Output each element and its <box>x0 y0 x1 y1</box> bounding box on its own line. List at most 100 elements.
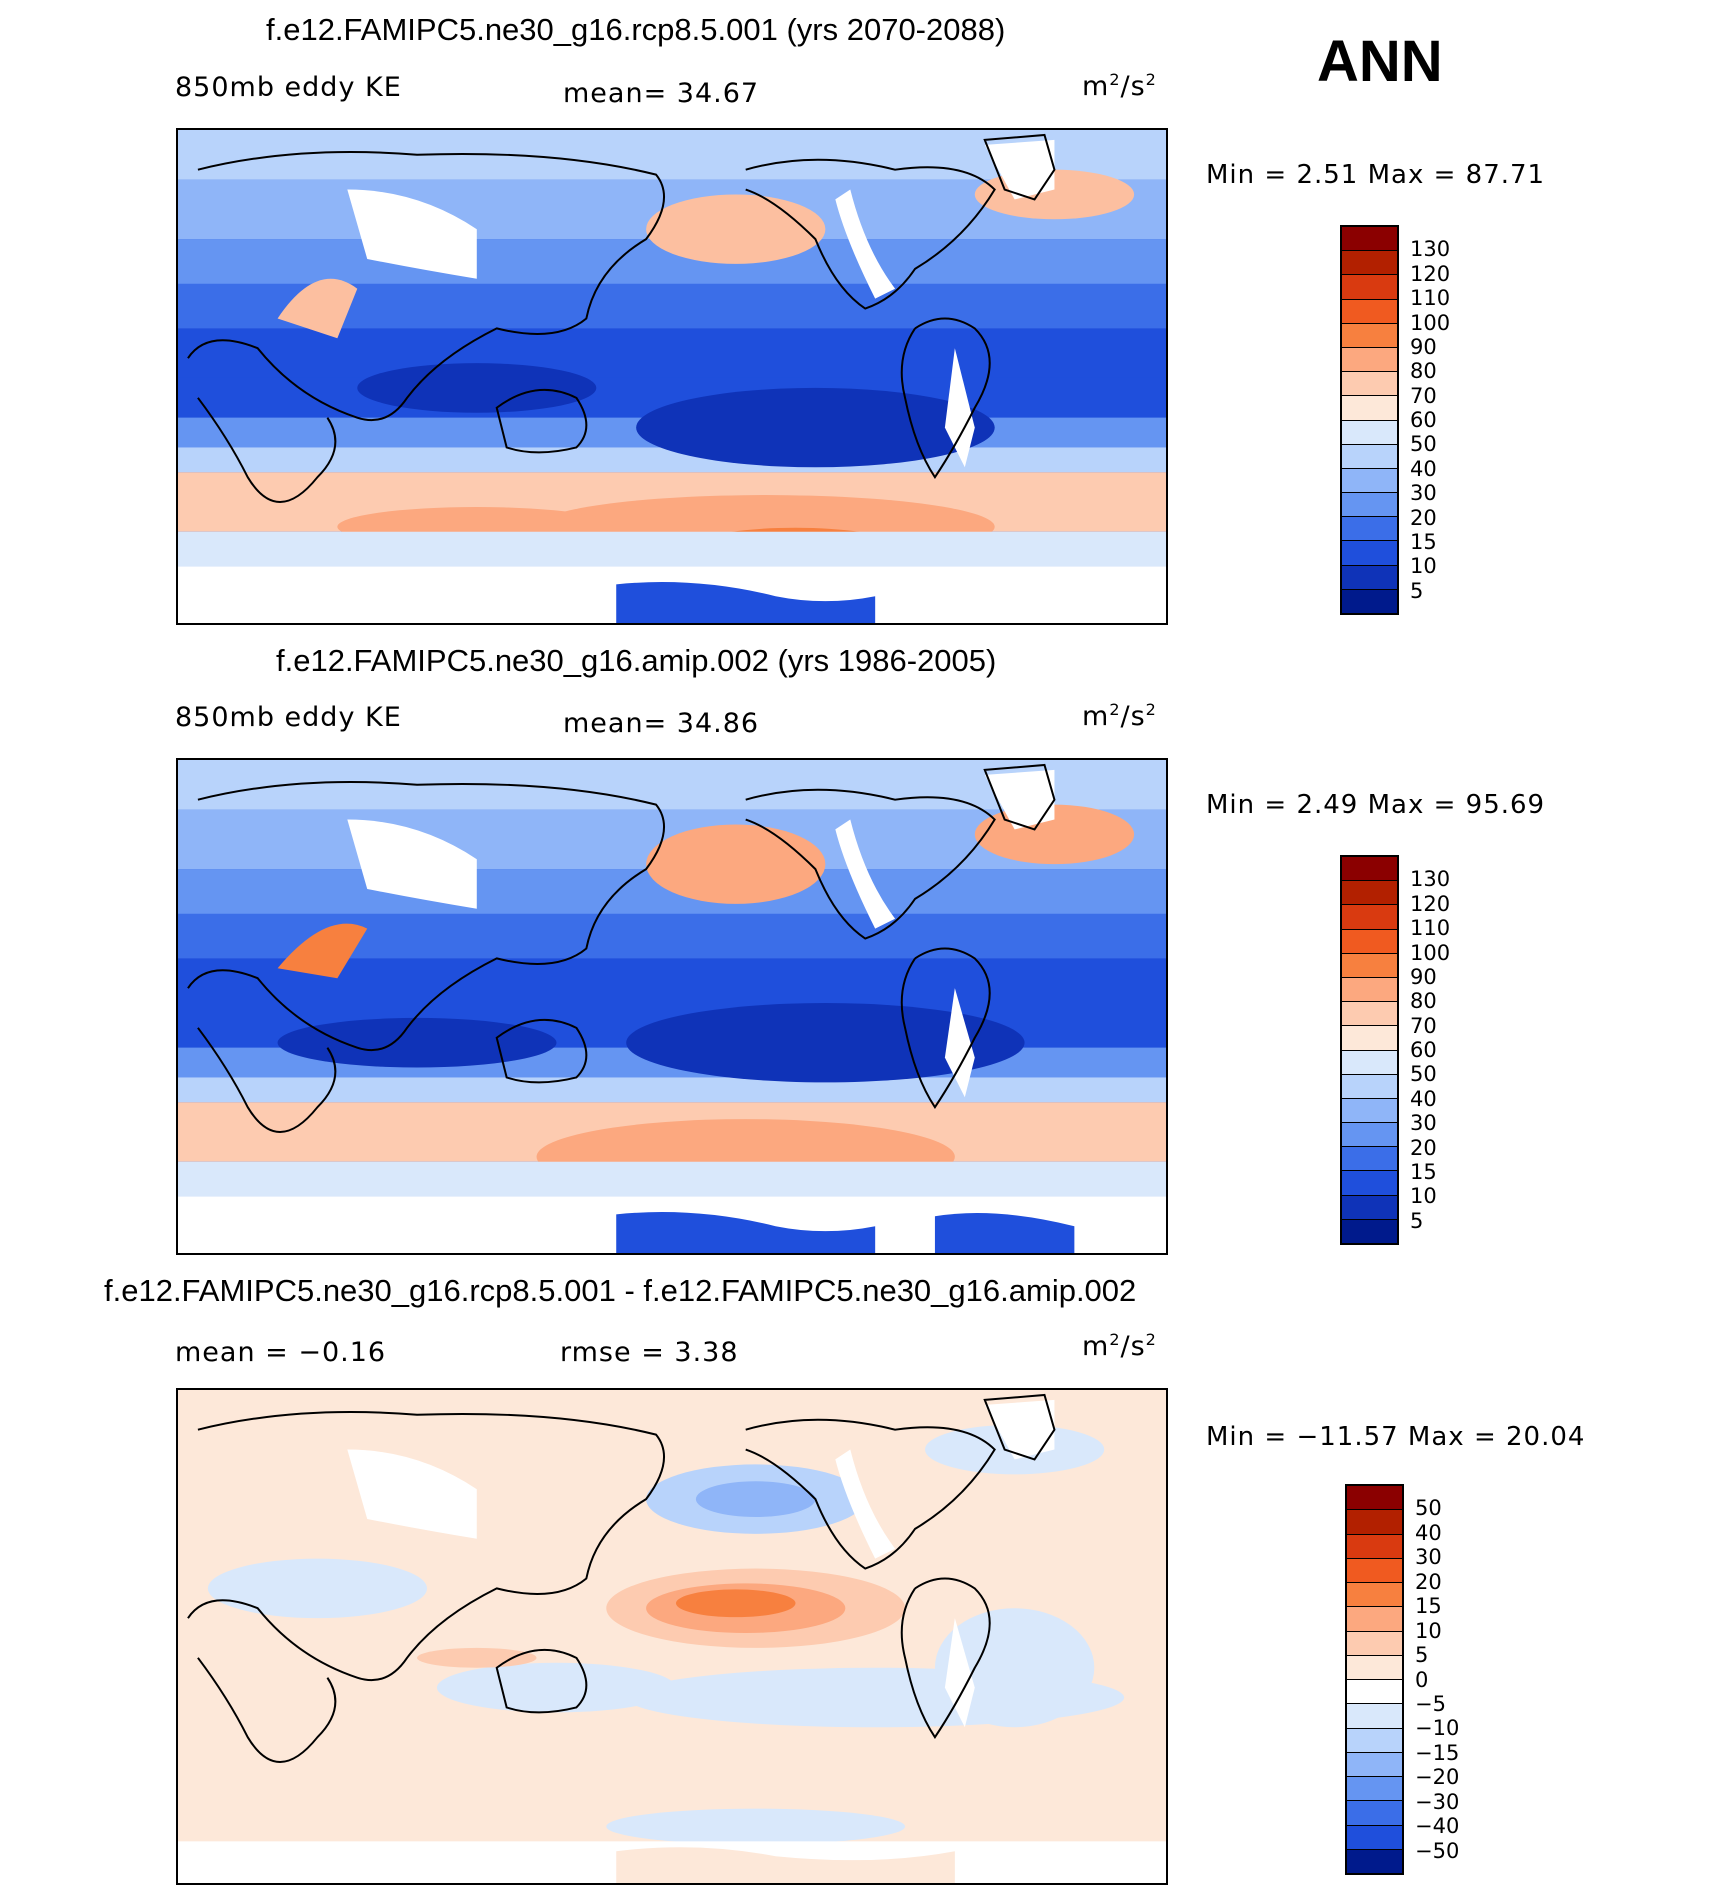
panel-1-title: f.e12.FAMIPC5.ne30_g16.rcp8.5.001 (yrs 2… <box>266 12 1006 47</box>
panel-1-minmax: Min = 2.51 Max = 87.71 <box>1206 160 1546 190</box>
colorbar-tick-label: −40 <box>1415 1814 1460 1839</box>
panel-3-colorbar <box>1345 1484 1404 1875</box>
colorbar-tick-label: 20 <box>1415 1569 1442 1594</box>
panel-3-units: m2/s2 <box>1082 1330 1157 1362</box>
panel-3-mean: mean = −0.16 <box>175 1337 387 1368</box>
panel-2-map <box>176 758 1168 1255</box>
panel-2-contour-map <box>178 760 1166 1253</box>
colorbar-box <box>1347 1486 1402 1511</box>
colorbar-tick-label: 30 <box>1410 1111 1437 1136</box>
colorbar-tick-label: 90 <box>1410 964 1437 989</box>
colorbar-box <box>1347 1510 1402 1535</box>
colorbar-box <box>1342 1123 1397 1148</box>
panel-1-mean: mean= 34.67 <box>563 78 760 109</box>
colorbar-tick-label: 60 <box>1410 408 1437 432</box>
colorbar-box <box>1347 1607 1402 1632</box>
panel-3-minmax: Min = −11.57 Max = 20.04 <box>1206 1422 1586 1452</box>
colorbar-box <box>1342 299 1397 324</box>
colorbar-tick-label: −15 <box>1415 1740 1460 1765</box>
colorbar-tick-label: 80 <box>1410 359 1437 384</box>
colorbar-box <box>1342 227 1397 252</box>
colorbar-tick-label: 70 <box>1410 383 1437 408</box>
colorbar-tick-label: −30 <box>1415 1789 1460 1814</box>
colorbar-tick-label: 10 <box>1410 554 1437 579</box>
colorbar-box <box>1342 372 1397 397</box>
colorbar-box <box>1347 1777 1402 1802</box>
colorbar-tick-label: 15 <box>1415 1594 1442 1619</box>
panel-2-units: m2/s2 <box>1082 700 1157 732</box>
colorbar-box <box>1342 1171 1397 1196</box>
colorbar-box <box>1342 1050 1397 1075</box>
colorbar-box <box>1342 347 1397 373</box>
colorbar-box <box>1342 444 1397 469</box>
colorbar-box <box>1342 953 1397 978</box>
colorbar-box <box>1347 1631 1402 1656</box>
colorbar-box <box>1342 1098 1397 1124</box>
colorbar-tick-label: 120 <box>1410 261 1451 286</box>
colorbar-box <box>1347 1558 1402 1583</box>
colorbar-tick-label: 15 <box>1410 1159 1437 1184</box>
colorbar-tick-label: 60 <box>1410 1038 1437 1062</box>
panel-3-title: f.e12.FAMIPC5.ne30_g16.rcp8.5.001 - f.e1… <box>104 1273 1137 1308</box>
colorbar-box <box>1347 1583 1402 1608</box>
colorbar-tick-label: 5 <box>1415 1643 1429 1668</box>
colorbar-tick-label: 80 <box>1410 989 1437 1014</box>
colorbar-box <box>1342 420 1397 445</box>
colorbar-tick-label: 70 <box>1410 1013 1437 1038</box>
colorbar-box <box>1347 1849 1402 1873</box>
colorbar-tick-label: 15 <box>1410 529 1437 554</box>
colorbar-tick-label: 50 <box>1410 1062 1437 1087</box>
panel-2-mean: mean= 34.86 <box>563 708 760 739</box>
colorbar-box <box>1347 1825 1402 1850</box>
panel-1-map <box>176 128 1168 625</box>
colorbar-box <box>1347 1534 1402 1559</box>
colorbar-box <box>1342 541 1397 566</box>
colorbar-tick-label: 130 <box>1410 237 1451 262</box>
colorbar-tick-label: 100 <box>1410 940 1451 965</box>
colorbar-box <box>1347 1728 1402 1753</box>
colorbar-box <box>1342 1002 1397 1027</box>
colorbar-box <box>1342 977 1397 1003</box>
colorbar-box <box>1342 589 1397 613</box>
colorbar-tick-label: 30 <box>1415 1545 1442 1570</box>
colorbar-box <box>1342 1147 1397 1172</box>
colorbar-box <box>1347 1801 1402 1826</box>
colorbar-tick-label: 130 <box>1410 867 1451 892</box>
colorbar-tick-label: 100 <box>1410 310 1451 335</box>
colorbar-tick-label: 30 <box>1410 481 1437 506</box>
colorbar-tick-label: 50 <box>1415 1496 1442 1521</box>
colorbar-tick-label: 110 <box>1410 286 1451 311</box>
panel-2-minmax: Min = 2.49 Max = 95.69 <box>1206 790 1546 820</box>
panel-3-contour-map <box>178 1390 1166 1883</box>
colorbar-box <box>1342 275 1397 300</box>
colorbar-tick-label: 20 <box>1410 1135 1437 1160</box>
colorbar-tick-label: 40 <box>1410 456 1437 481</box>
panel-1-colorbar <box>1340 225 1399 615</box>
colorbar-tick-label: 110 <box>1410 916 1451 941</box>
colorbar-box <box>1342 565 1397 590</box>
colorbar-box <box>1342 468 1397 494</box>
colorbar-box <box>1342 929 1397 954</box>
colorbar-box <box>1342 517 1397 542</box>
colorbar-box <box>1342 1026 1397 1051</box>
colorbar-tick-label: −20 <box>1415 1765 1460 1790</box>
colorbar-box <box>1347 1752 1402 1777</box>
season-label: ANN <box>1317 29 1443 94</box>
colorbar-box <box>1342 251 1397 276</box>
colorbar-tick-label: 20 <box>1410 505 1437 530</box>
colorbar-box <box>1342 1195 1397 1220</box>
colorbar-tick-label: 40 <box>1410 1086 1437 1111</box>
panel-1-variable-label: 850mb eddy KE <box>175 72 402 103</box>
colorbar-tick-label: −10 <box>1415 1716 1460 1741</box>
colorbar-box <box>1342 1219 1397 1243</box>
colorbar-tick-label: −5 <box>1415 1691 1446 1716</box>
colorbar-tick-label: 40 <box>1415 1520 1442 1545</box>
colorbar-box <box>1347 1680 1402 1705</box>
colorbar-box <box>1342 493 1397 518</box>
colorbar-tick-label: 5 <box>1410 578 1424 603</box>
colorbar-box <box>1342 1074 1397 1099</box>
colorbar-tick-label: 10 <box>1415 1618 1442 1643</box>
panel-3-map <box>176 1388 1168 1885</box>
colorbar-tick-label: −50 <box>1415 1838 1460 1863</box>
panel-2-colorbar <box>1340 855 1399 1245</box>
